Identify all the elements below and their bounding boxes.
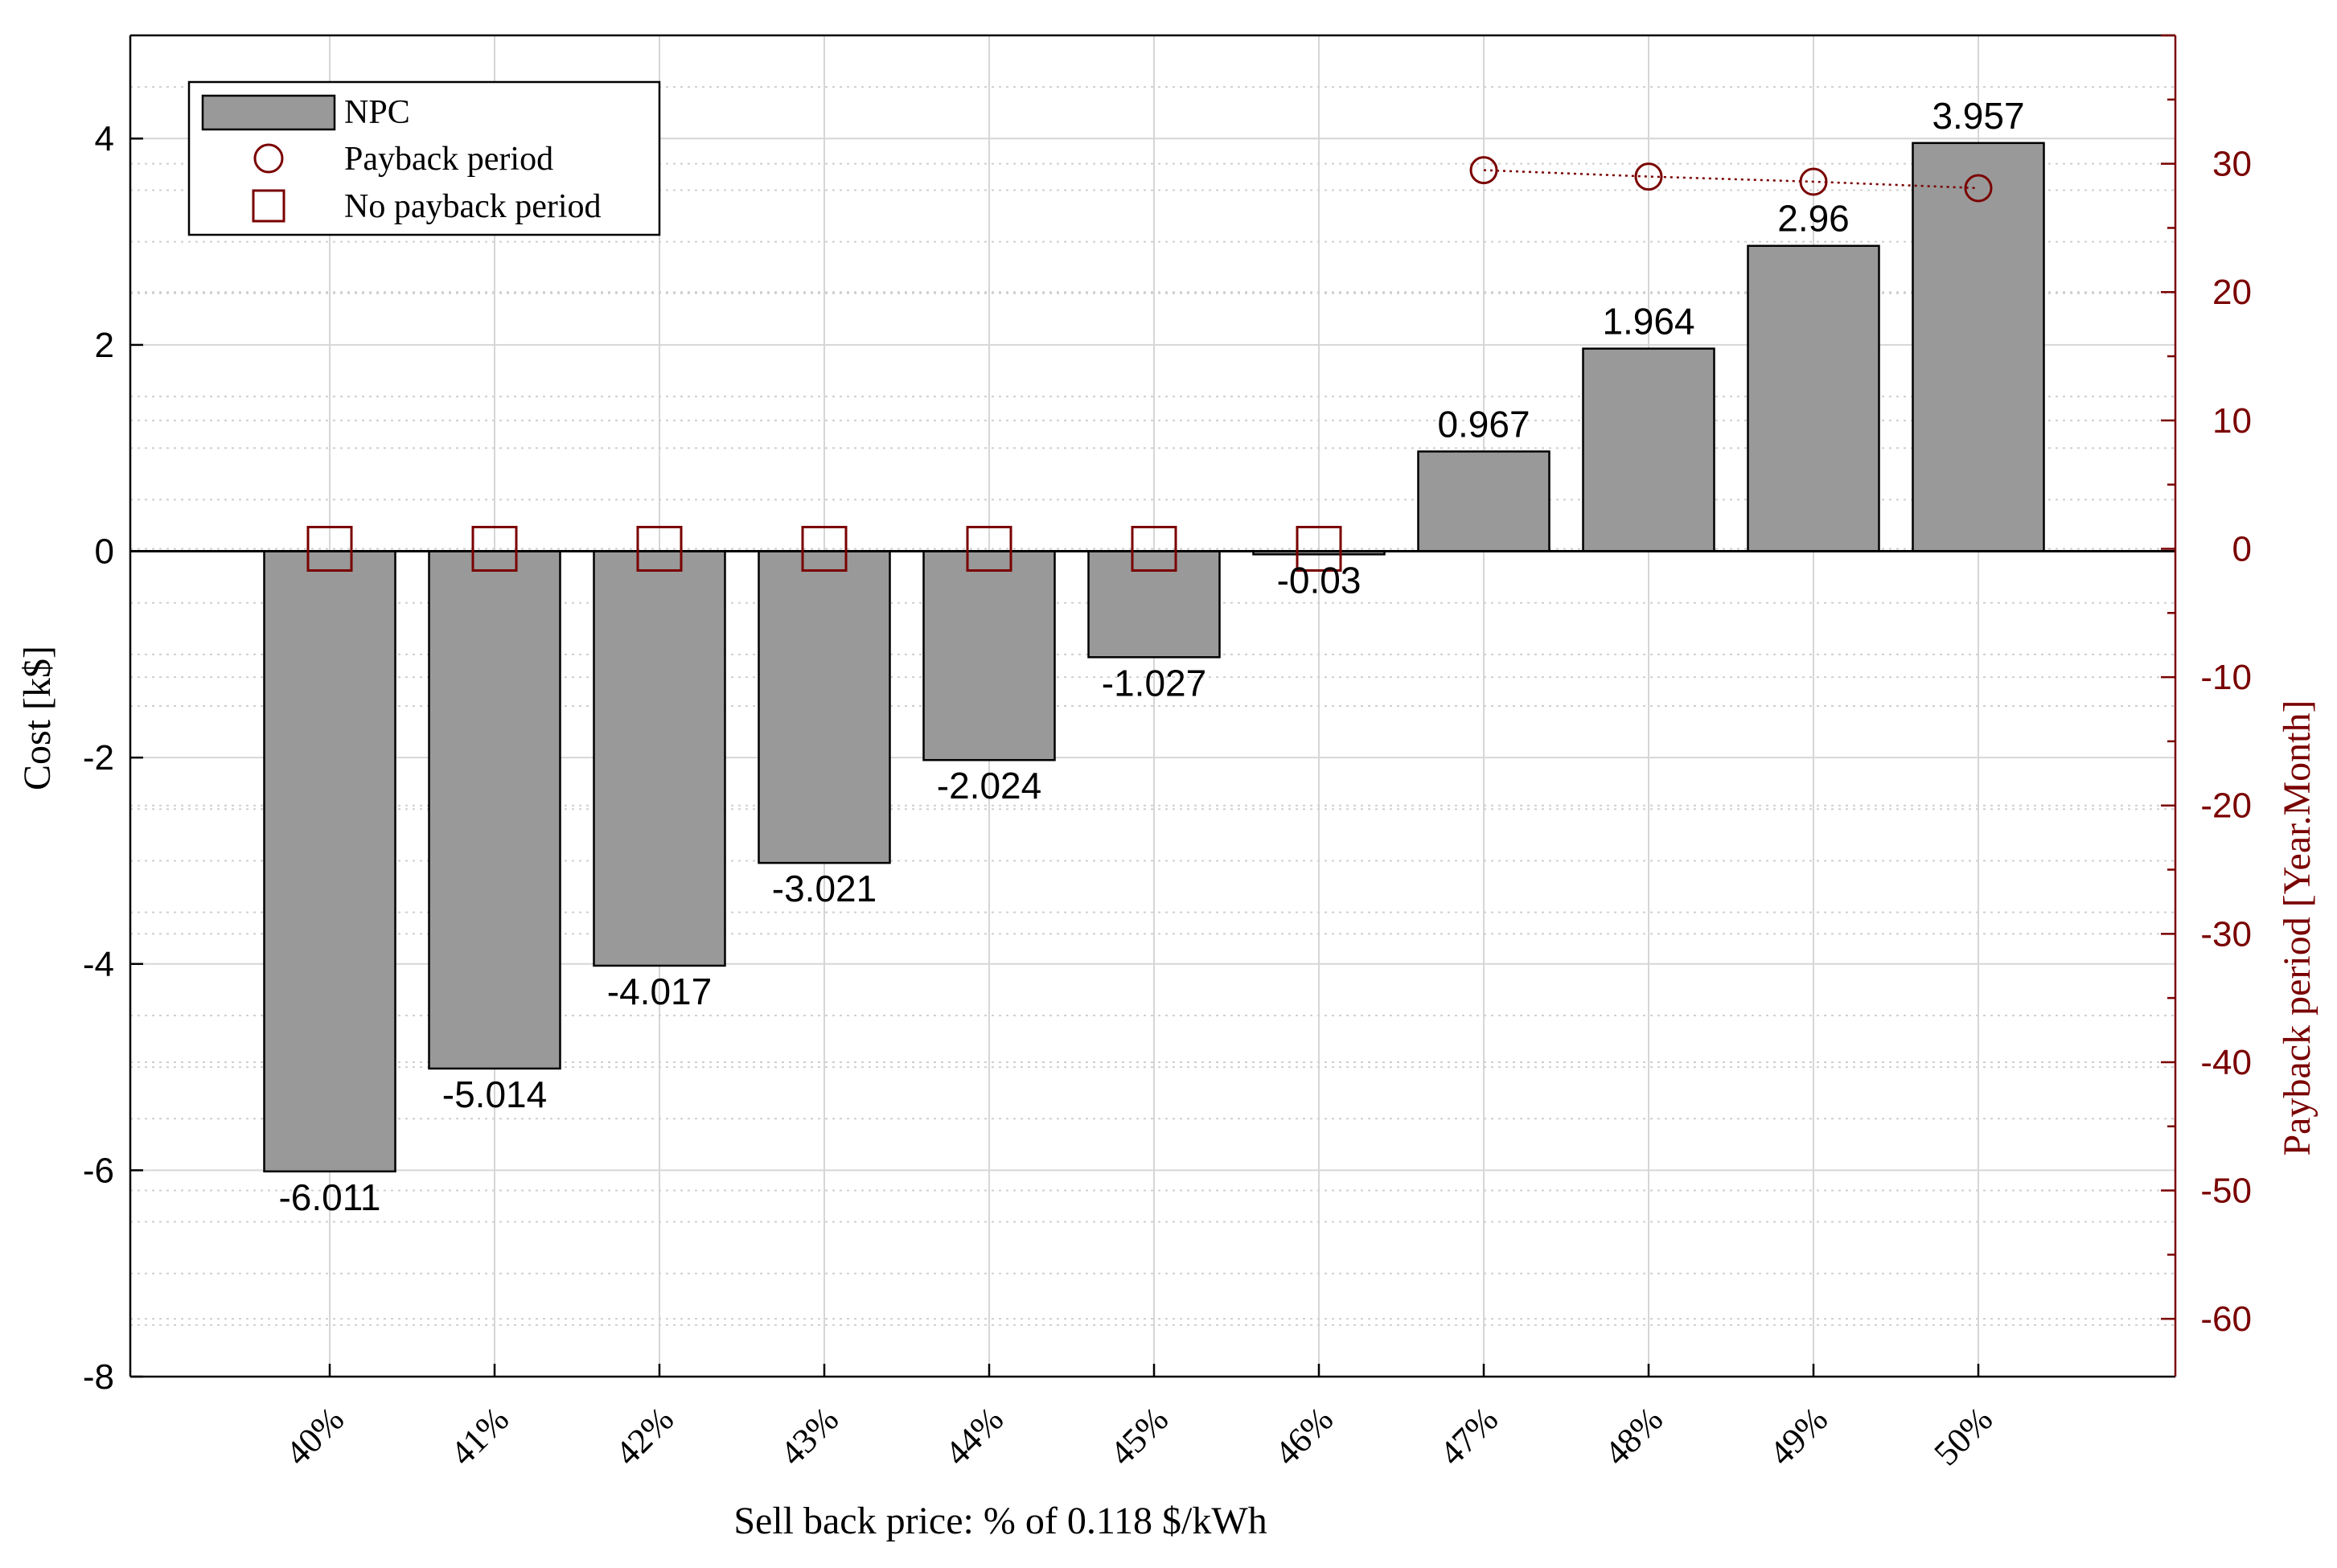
x-tick-label-47%: 47% bbox=[1431, 1399, 1505, 1473]
legend-npc-swatch bbox=[201, 94, 336, 131]
bar-label-40%: -6.011 bbox=[278, 1176, 380, 1218]
x-tick-label-43%: 43% bbox=[772, 1399, 846, 1473]
x-tick-label-41%: 41% bbox=[442, 1399, 516, 1473]
bar-label-42%: -4.017 bbox=[607, 971, 712, 1012]
no-payback-point-42% bbox=[636, 525, 683, 572]
x-axis-label: Sell back price: % of 0.118 $/kWh bbox=[733, 1500, 1267, 1542]
markers bbox=[306, 156, 1993, 572]
y2-tick-label: 30 bbox=[2212, 145, 2252, 184]
no-payback-point-44% bbox=[966, 525, 1012, 572]
payback-point-47% bbox=[1469, 156, 1498, 185]
bars bbox=[263, 142, 2045, 1173]
x-tick-label-42%: 42% bbox=[607, 1399, 681, 1473]
no-payback-point-46% bbox=[1296, 525, 1342, 572]
legend-no-payback-square-icon bbox=[252, 189, 285, 223]
bar-48% bbox=[1582, 347, 1715, 552]
bar-label-45%: -1.027 bbox=[1102, 662, 1206, 704]
legend-payback-label: Payback period bbox=[344, 141, 553, 178]
bar-label-49%: 2.96 bbox=[1777, 198, 1850, 240]
y2-tick-label: -60 bbox=[2200, 1299, 2252, 1339]
y-tick-label: -2 bbox=[83, 738, 114, 778]
y-axis-label: Cost [k$] bbox=[16, 646, 59, 790]
y-tick-label: 2 bbox=[95, 326, 114, 365]
y-tick-label: 4 bbox=[95, 119, 114, 158]
y-tick-label: -4 bbox=[83, 945, 114, 984]
bar-label-43%: -3.021 bbox=[772, 868, 877, 909]
no-payback-point-45% bbox=[1131, 525, 1177, 572]
no-payback-point-40% bbox=[306, 525, 353, 572]
x-tick-label-48%: 48% bbox=[1596, 1399, 1670, 1473]
bar-45% bbox=[1087, 550, 1221, 659]
x-tick-label-50%: 50% bbox=[1926, 1399, 2000, 1473]
bar-label-48%: 1.964 bbox=[1602, 301, 1694, 343]
y-tick-label: -8 bbox=[83, 1357, 114, 1397]
y2-axis-label: Payback period [Year.Month] bbox=[2276, 700, 2319, 1155]
y2-tick-label: 20 bbox=[2212, 273, 2252, 312]
bar-47% bbox=[1417, 450, 1550, 552]
y2-tick-label: 10 bbox=[2212, 401, 2252, 441]
no-payback-point-41% bbox=[471, 525, 518, 572]
payback-line bbox=[1483, 169, 1979, 190]
bar-label-50%: 3.957 bbox=[1932, 95, 2024, 137]
y-tick-label: 0 bbox=[95, 532, 114, 572]
y-tick-label: -6 bbox=[83, 1151, 114, 1190]
bar-label-44%: -2.024 bbox=[937, 765, 1041, 807]
bar-42% bbox=[593, 550, 726, 967]
bar-44% bbox=[922, 550, 1056, 761]
y2-tick-label: -10 bbox=[2200, 658, 2252, 697]
x-tick-label-40%: 40% bbox=[277, 1399, 351, 1473]
x-tick-label-45%: 45% bbox=[1102, 1399, 1176, 1473]
x-tick-label-46%: 46% bbox=[1267, 1399, 1341, 1473]
bar-50% bbox=[1912, 142, 2045, 552]
x-tick-label-49%: 49% bbox=[1761, 1399, 1835, 1473]
legend-payback-circle-icon bbox=[253, 143, 284, 174]
y2-tick-label: -40 bbox=[2200, 1043, 2252, 1082]
x-tick-label-44%: 44% bbox=[937, 1399, 1011, 1473]
bar-43% bbox=[758, 550, 891, 864]
payback-point-49% bbox=[1799, 167, 1828, 196]
legend: NPC Payback period No payback period bbox=[187, 80, 661, 236]
payback-point-48% bbox=[1634, 162, 1663, 191]
y2-tick-label: -30 bbox=[2200, 914, 2252, 954]
legend-no-payback-label: No payback period bbox=[344, 188, 602, 225]
bar-label-46%: -0.03 bbox=[1277, 559, 1362, 601]
axes bbox=[129, 34, 2177, 1378]
y2-tick-label: -20 bbox=[2200, 786, 2252, 826]
bar-label-47%: 0.967 bbox=[1437, 403, 1530, 445]
bar-41% bbox=[428, 550, 561, 1070]
y2-tick-label: -50 bbox=[2200, 1172, 2252, 1211]
y2-tick-label: 0 bbox=[2232, 529, 2252, 569]
bar-label-41%: -5.014 bbox=[442, 1073, 547, 1115]
bar-40% bbox=[263, 550, 396, 1173]
no-payback-point-43% bbox=[801, 525, 848, 572]
legend-npc-label: NPC bbox=[344, 94, 410, 131]
bar-49% bbox=[1747, 244, 1880, 552]
data-labels: -6.011 -5.014 -4.017 -3.021 -2.024 -1.027 -0.0… bbox=[278, 95, 2024, 1218]
payback-point-50% bbox=[1964, 174, 1993, 203]
